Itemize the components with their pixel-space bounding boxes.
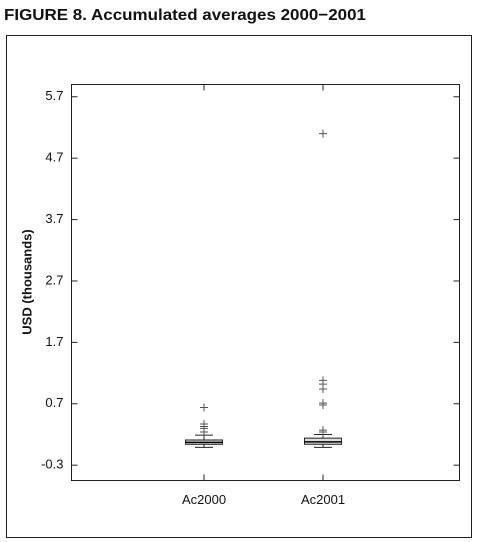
y-tick-label: 5.7 <box>45 88 63 103</box>
plot-area <box>71 84 460 481</box>
outlier <box>319 129 327 138</box>
frame <box>6 35 472 538</box>
outlier <box>319 427 327 436</box>
outlier <box>319 400 327 409</box>
y-tick-label: -0.3 <box>41 457 63 472</box>
y-tick-label: 3.7 <box>45 211 63 226</box>
y-tick-label: 0.7 <box>45 395 63 410</box>
y-axis-label: USD (thousands) <box>19 229 34 334</box>
y-tick-label: 4.7 <box>45 150 63 165</box>
x-tick-label: Ac2000 <box>182 492 226 507</box>
outlier <box>319 385 327 394</box>
outlier <box>200 403 208 412</box>
x-tick-label: Ac2001 <box>301 492 345 507</box>
chart-title: FIGURE 8. Accumulated averages 2000−2001 <box>4 7 366 24</box>
y-tick-label: 1.7 <box>45 334 63 349</box>
y-tick-label: 2.7 <box>45 272 63 287</box>
outlier <box>200 427 208 436</box>
